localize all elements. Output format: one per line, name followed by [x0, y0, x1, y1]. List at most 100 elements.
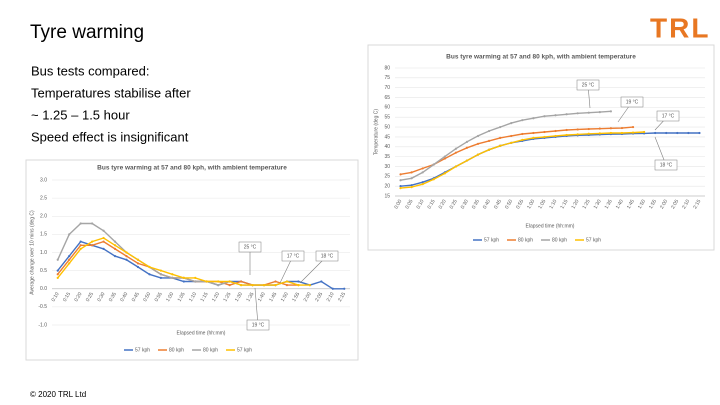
annotation-box	[656, 110, 680, 122]
legend-label: 57 kph	[135, 347, 150, 353]
x-tick-label: 2:00	[659, 198, 669, 210]
point	[217, 284, 220, 287]
x-tick-label: 2:10	[681, 198, 691, 210]
y-tick-label: 2.5	[40, 195, 47, 201]
point	[543, 135, 546, 139]
x-tick-label: 0:50	[504, 198, 514, 210]
point	[443, 172, 446, 175]
point	[432, 163, 435, 166]
point	[285, 284, 289, 287]
point	[521, 132, 524, 136]
point	[432, 178, 435, 181]
point	[565, 133, 568, 137]
x-tick-label: 1:40	[615, 198, 625, 210]
x-tick-label: 1:15	[200, 291, 210, 303]
x-tick-label: 0:55	[154, 291, 164, 303]
y-tick-label: -1.0	[38, 322, 47, 328]
point	[510, 141, 513, 144]
legend-label: 57 kph	[586, 237, 601, 243]
point	[159, 276, 162, 279]
point	[171, 276, 174, 279]
legend-label: 80 kph	[203, 347, 218, 353]
point	[274, 280, 277, 283]
bullet: Speed effect is insignificant	[31, 129, 189, 144]
point	[102, 236, 105, 240]
x-tick-label: 1:10	[548, 198, 558, 210]
slide-title: Tyre warming	[30, 22, 144, 43]
point	[654, 131, 657, 135]
point	[182, 276, 185, 279]
point	[631, 131, 635, 134]
point	[56, 273, 59, 276]
point	[205, 280, 208, 283]
x-tick-label: 1:25	[222, 291, 232, 303]
x-tick-label: 0:10	[415, 198, 425, 210]
point	[331, 287, 334, 290]
y-tick-label: 70	[384, 85, 390, 91]
x-tick-label: 2:00	[303, 291, 313, 303]
point	[554, 134, 557, 138]
y-tick-label: 30	[384, 164, 390, 170]
x-tick-label: 1:45	[626, 198, 636, 210]
point	[476, 134, 480, 138]
annotation-box	[315, 250, 339, 262]
point	[240, 280, 243, 283]
point	[465, 146, 469, 149]
point	[410, 177, 413, 180]
point	[609, 110, 612, 113]
point	[609, 127, 612, 130]
point	[228, 280, 231, 283]
x-tick-label: 1:10	[188, 291, 198, 303]
point	[565, 128, 568, 132]
annotation: 18 °C	[660, 162, 673, 168]
point	[399, 185, 402, 188]
point	[410, 186, 413, 189]
annotation-box	[246, 319, 270, 331]
point	[676, 131, 679, 135]
point	[587, 111, 590, 114]
point	[421, 171, 424, 174]
chart-title: Bus tyre warming at 57 and 80 kph, with …	[97, 165, 287, 172]
point	[91, 240, 94, 243]
x-tick-label: 1:55	[648, 198, 658, 210]
point	[554, 129, 557, 133]
point	[476, 142, 480, 145]
point	[113, 255, 117, 258]
annotation: 17 °C	[287, 253, 300, 259]
x-tick-label: 1:20	[211, 291, 221, 303]
x-axis-label: Elapsed time (hh:mm)	[526, 223, 575, 229]
x-tick-label: 1:30	[593, 198, 603, 210]
point	[399, 179, 402, 182]
point	[465, 140, 469, 143]
x-tick-label: 2:10	[326, 291, 336, 303]
point	[565, 113, 568, 116]
annotation: 18 °C	[321, 253, 334, 259]
point	[454, 147, 457, 150]
x-tick-label: 0:40	[119, 291, 129, 303]
x-tick-label: 0:20	[73, 291, 83, 303]
x-tick-label: 0:50	[142, 291, 152, 303]
annotation-arrow	[254, 287, 259, 326]
x-tick-label: 0:30	[96, 291, 106, 303]
x-tick-label: 1:20	[570, 198, 580, 210]
point	[159, 269, 162, 272]
x-tick-label: 0:10	[51, 291, 61, 303]
point	[521, 138, 524, 141]
point	[240, 284, 243, 287]
y-tick-label: 20	[384, 183, 390, 189]
x-tick-label: 2:05	[314, 291, 324, 303]
y-axis-label: Temperature (deg C)	[373, 109, 379, 155]
y-tick-label: 45	[384, 134, 390, 140]
point	[620, 131, 624, 135]
x-tick-label: 1:25	[582, 198, 592, 210]
point	[320, 280, 323, 283]
x-tick-label: 2:05	[670, 198, 680, 210]
x-tick-label: 1:40	[257, 291, 267, 303]
point	[113, 240, 117, 243]
x-tick-label: 1:05	[177, 291, 187, 303]
y-tick-label: 15	[384, 193, 390, 199]
legend-label: 57 kph	[237, 347, 252, 353]
y-tick-label: 1.5	[40, 232, 47, 238]
legend-label: 80 kph	[552, 237, 567, 243]
point	[148, 265, 151, 269]
